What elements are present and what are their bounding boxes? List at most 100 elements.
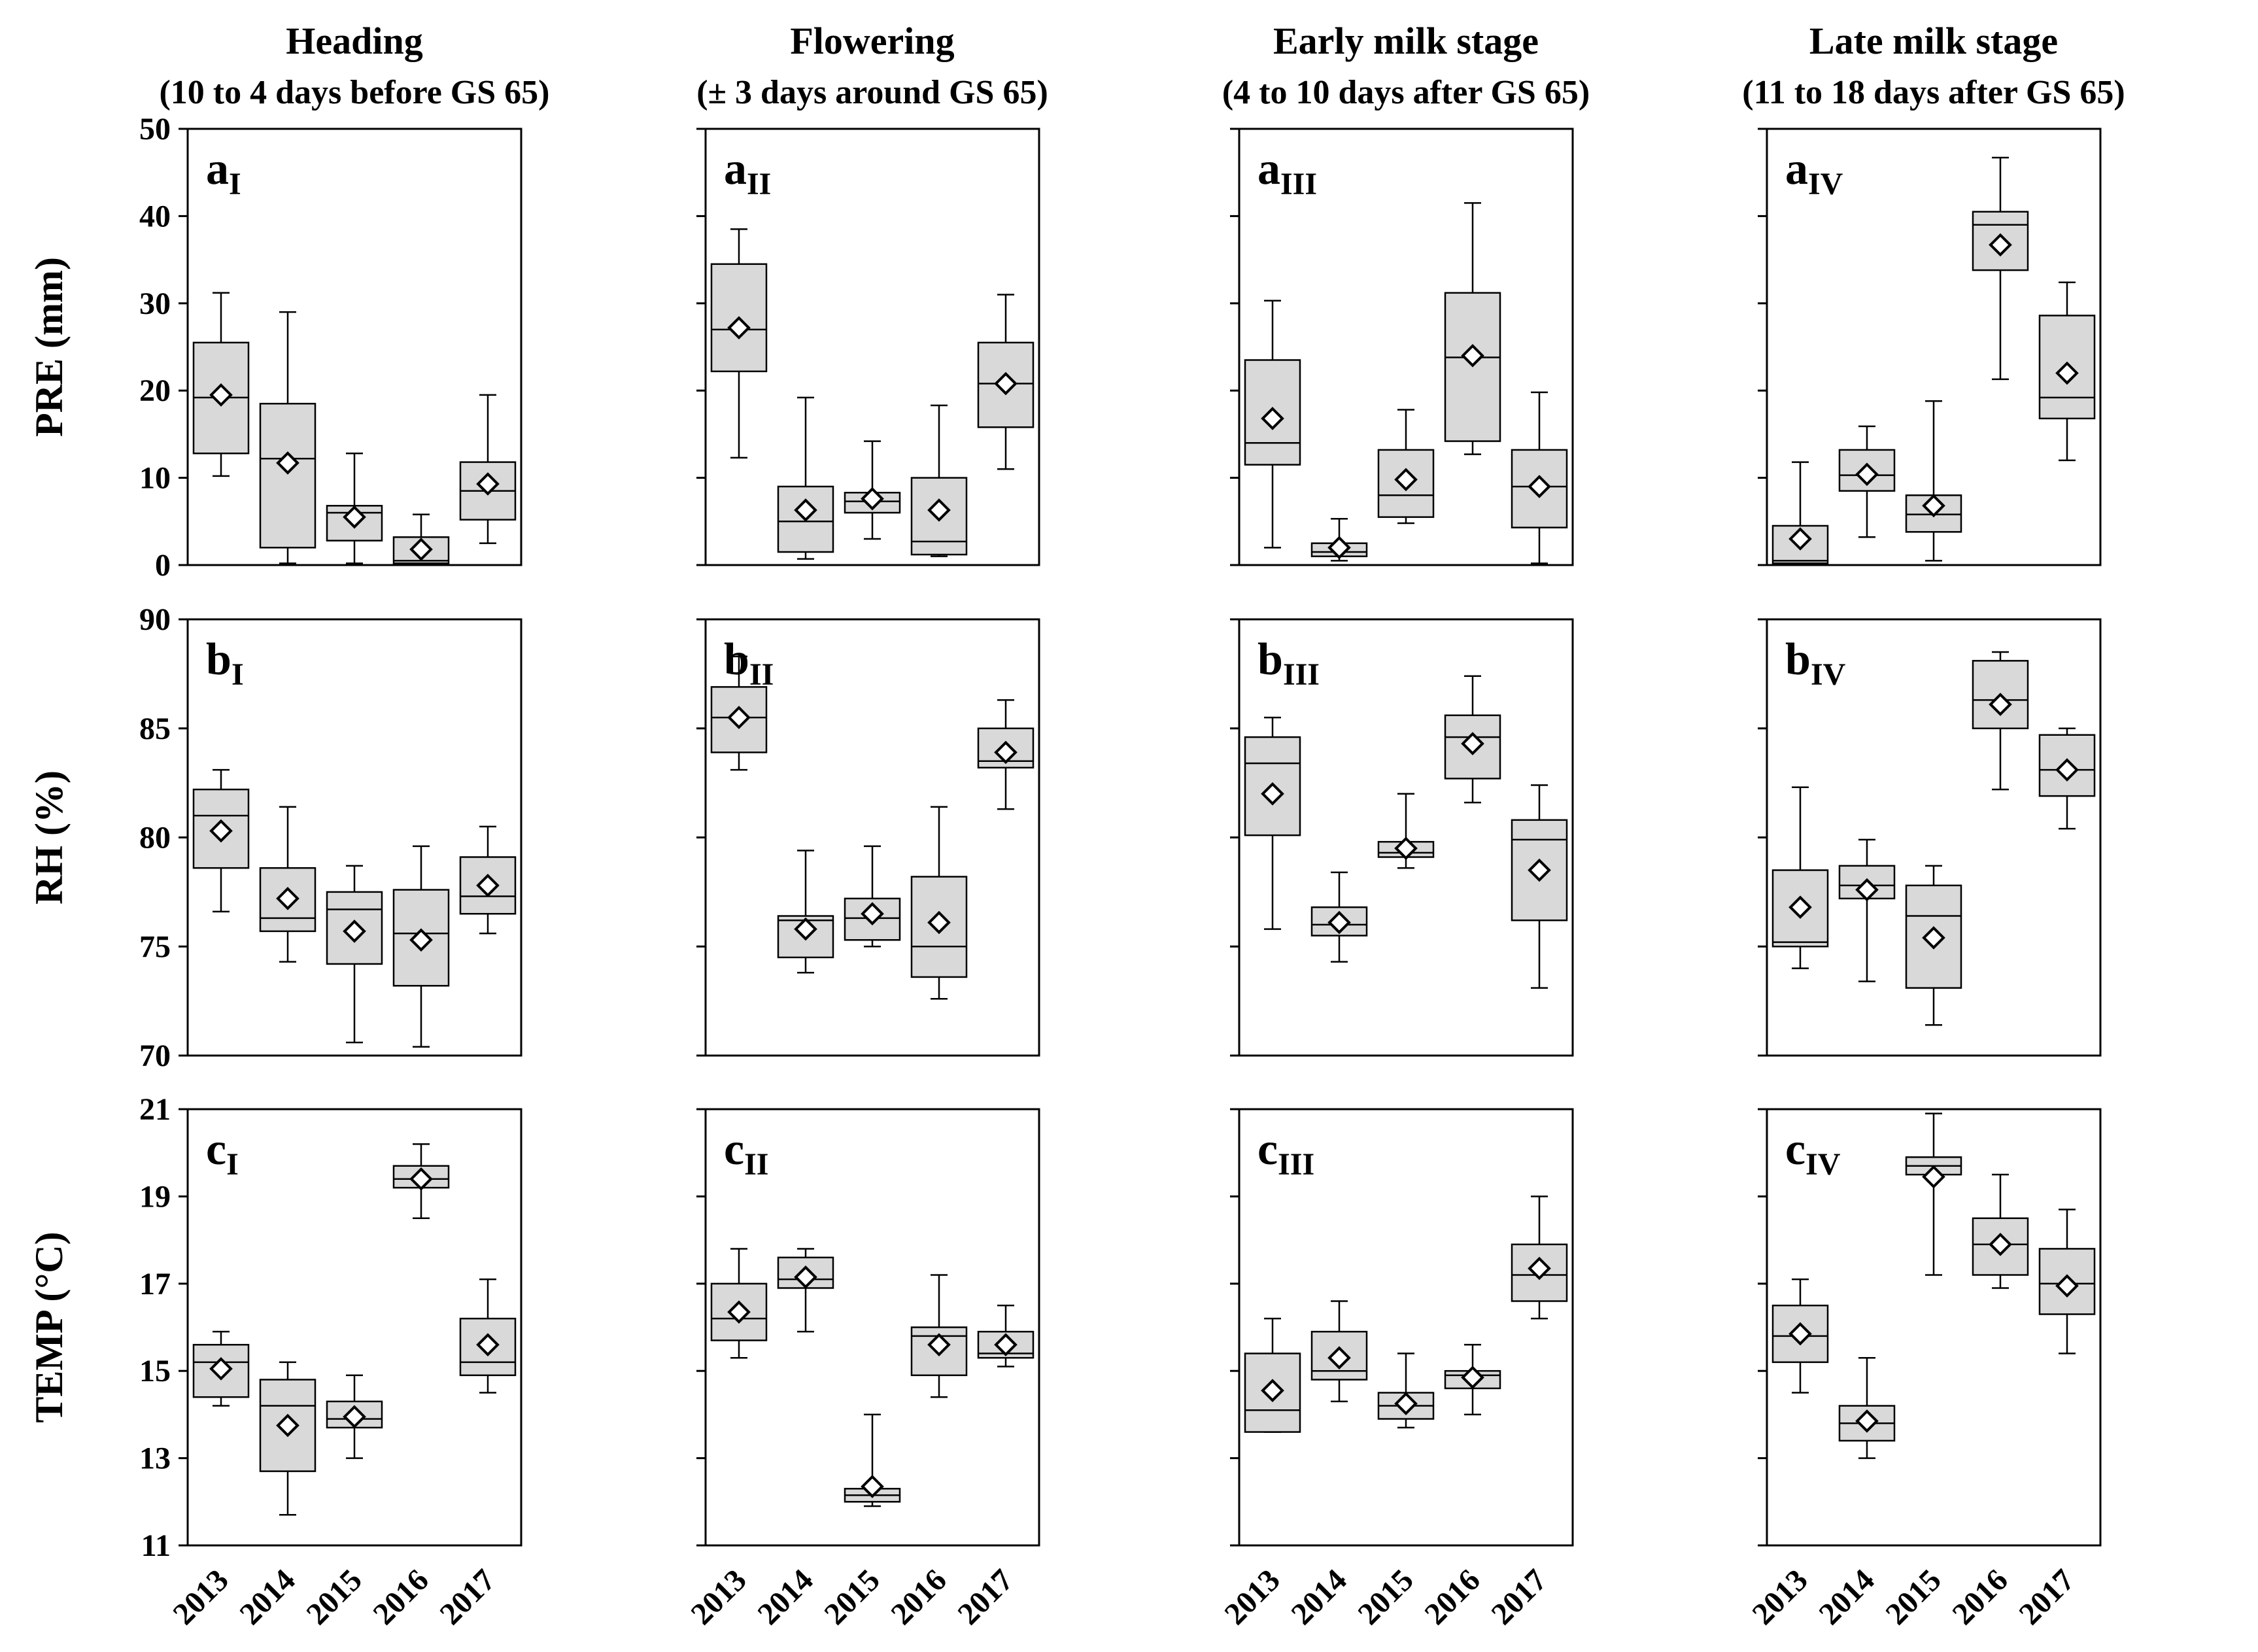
mean-marker: [276, 1413, 299, 1437]
panel-label-subscript: I: [231, 657, 244, 692]
box-2015: [326, 865, 383, 1044]
box-2014: [777, 396, 834, 560]
panel-frame: [704, 1108, 1040, 1547]
panel-b-1: 70 75 80 85 90 bI: [139, 602, 522, 1073]
box-2015: [326, 1374, 383, 1459]
panel-frame: [1238, 128, 1574, 566]
panel-label-subscript: IV: [1811, 657, 1846, 692]
mean-marker: [727, 1300, 751, 1324]
mean-marker: [1788, 1322, 1812, 1346]
box-2017: [459, 825, 517, 935]
y-tick-label: 13: [139, 1441, 171, 1476]
x-tick-label-2014: 2014: [233, 1562, 301, 1631]
y-tick-label: 11: [141, 1528, 171, 1563]
panel-label-subscript: II: [747, 167, 771, 201]
panel-frame: [1238, 1108, 1574, 1547]
box-2014: [777, 850, 834, 974]
y-tick-label: 17: [139, 1267, 171, 1301]
mean-marker: [409, 928, 433, 952]
box-2014: [259, 1361, 316, 1516]
box-2013: [1244, 300, 1301, 549]
y-tick-label: 80: [139, 821, 171, 855]
mean-marker: [1989, 1232, 2012, 1256]
panel-label: aII: [724, 144, 771, 201]
x-tick-label-2017: 2017: [433, 1562, 502, 1631]
box-2017: [977, 1304, 1035, 1368]
panel-label: bII: [724, 634, 774, 692]
box-2016: [1444, 675, 1501, 804]
mean-marker: [1788, 527, 1812, 551]
mean-marker: [861, 902, 884, 926]
y-tick-label: 30: [139, 286, 171, 321]
mean-marker: [1922, 494, 1945, 518]
panel-label: aIV: [1785, 144, 1843, 201]
panel-b-3: bIII: [1230, 618, 1574, 1057]
box-2013: [1771, 1278, 1829, 1394]
box-2013: [192, 768, 250, 913]
panel-label: bIII: [1257, 634, 1320, 692]
y-axis-label: TEMP (°C): [27, 1231, 71, 1422]
panel-label: cII: [724, 1124, 768, 1182]
column-subtitle: (10 to 4 days before GS 65): [159, 74, 549, 111]
y-tick-label: 21: [139, 1092, 171, 1127]
mean-marker: [209, 1357, 233, 1381]
x-tick-label-2015: 2015: [817, 1562, 886, 1631]
box-2016: [392, 1143, 450, 1219]
mean-marker: [861, 487, 884, 511]
mean-marker: [1327, 1346, 1351, 1370]
box-2015: [844, 845, 901, 948]
box-2017: [977, 699, 1035, 810]
panel-frame: [1766, 1108, 2102, 1547]
box-2017: [459, 1278, 517, 1394]
box-2013: [192, 1330, 250, 1407]
y-tick-label: 90: [139, 602, 171, 637]
box-2014: [777, 1248, 834, 1333]
box-2013: [1771, 461, 1829, 566]
mean-marker: [1327, 910, 1351, 935]
column-subtitle: (11 to 18 days after GS 65): [1742, 74, 2125, 111]
column-title: Early milk stage: [1273, 20, 1539, 62]
box-2016: [910, 404, 968, 557]
y-tick-label: 20: [139, 373, 171, 408]
x-tick-label-2013: 2013: [684, 1562, 753, 1631]
mean-marker: [2055, 1274, 2079, 1298]
column-subtitle: (± 3 days around GS 65): [696, 74, 1048, 111]
y-tick-label: 70: [139, 1039, 171, 1073]
x-tick-label-2013: 2013: [1218, 1562, 1286, 1631]
mean-marker: [994, 371, 1018, 396]
box-2013: [1771, 786, 1829, 969]
column-title: Flowering: [790, 20, 954, 62]
box-2015: [1905, 400, 1962, 562]
x-tick-label-2015: 2015: [1351, 1562, 1420, 1631]
panel-label: bI: [206, 634, 244, 692]
y-tick-label: 10: [139, 461, 171, 496]
mean-marker: [1989, 693, 2012, 716]
column-title: Late milk stage: [1809, 20, 2058, 62]
box-2017: [1511, 1196, 1568, 1320]
panel-a-4: aIV: [1758, 128, 2102, 566]
x-tick-label-2017: 2017: [1484, 1562, 1553, 1631]
box-2014: [1310, 1300, 1368, 1403]
iqr-box: [1771, 1304, 1829, 1364]
mean-marker: [794, 1265, 817, 1289]
box-2015: [1905, 1112, 1962, 1276]
mean-marker: [276, 887, 299, 910]
mean-marker: [209, 383, 233, 407]
box-2015: [326, 452, 383, 564]
box-2015: [1377, 793, 1435, 869]
panel-frame: [186, 128, 522, 566]
mean-marker: [727, 316, 751, 339]
mean-marker: [409, 538, 433, 561]
x-tick-label-2014: 2014: [751, 1562, 819, 1631]
panel-b-2: bII: [696, 618, 1040, 1057]
mean-marker: [343, 505, 366, 529]
box-2016: [910, 1274, 968, 1398]
y-tick-label: 50: [139, 112, 171, 146]
panel-label-subscript: III: [1278, 1147, 1314, 1182]
box-2014: [1838, 1356, 1896, 1459]
iqr-box: [1972, 211, 2029, 271]
box-2016: [1972, 651, 2029, 791]
mean-marker: [1528, 1256, 1551, 1281]
